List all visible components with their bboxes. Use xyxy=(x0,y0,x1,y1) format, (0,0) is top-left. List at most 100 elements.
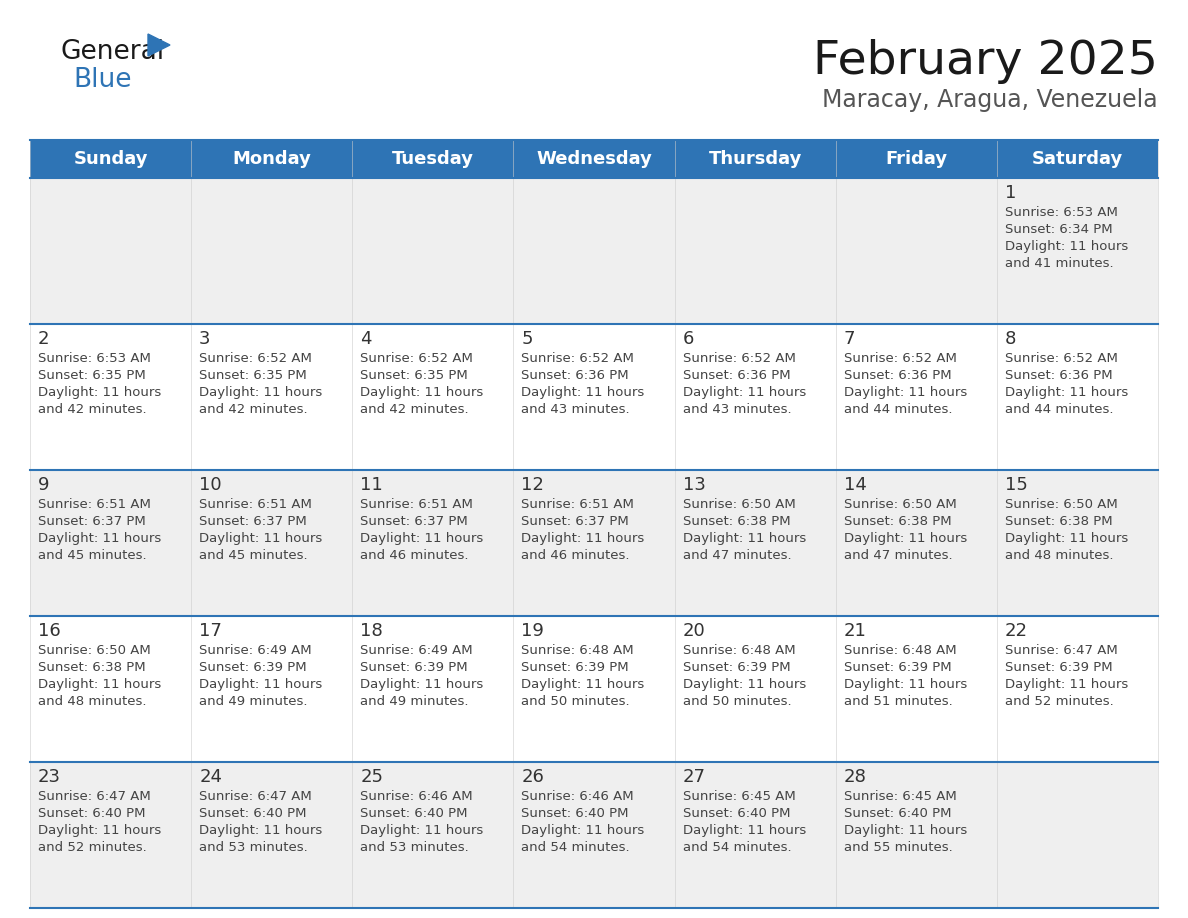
Text: and 54 minutes.: and 54 minutes. xyxy=(683,841,791,854)
Text: Blue: Blue xyxy=(72,67,132,93)
Text: Daylight: 11 hours: Daylight: 11 hours xyxy=(38,678,162,691)
Text: Sunset: 6:37 PM: Sunset: 6:37 PM xyxy=(38,515,146,528)
Text: Sunrise: 6:46 AM: Sunrise: 6:46 AM xyxy=(522,790,634,803)
Text: Sunset: 6:37 PM: Sunset: 6:37 PM xyxy=(360,515,468,528)
Text: Daylight: 11 hours: Daylight: 11 hours xyxy=(1005,532,1129,545)
Text: 5: 5 xyxy=(522,330,533,348)
Text: Daylight: 11 hours: Daylight: 11 hours xyxy=(843,386,967,399)
Text: Sunset: 6:34 PM: Sunset: 6:34 PM xyxy=(1005,223,1112,236)
Bar xyxy=(30,140,191,178)
Text: Monday: Monday xyxy=(233,150,311,168)
Text: Sunset: 6:39 PM: Sunset: 6:39 PM xyxy=(360,661,468,674)
Text: Daylight: 11 hours: Daylight: 11 hours xyxy=(522,678,645,691)
Text: Sunrise: 6:52 AM: Sunrise: 6:52 AM xyxy=(1005,352,1118,365)
Text: Sunset: 6:40 PM: Sunset: 6:40 PM xyxy=(200,807,307,820)
Text: Sunrise: 6:45 AM: Sunrise: 6:45 AM xyxy=(843,790,956,803)
Text: Sunrise: 6:53 AM: Sunrise: 6:53 AM xyxy=(1005,206,1118,219)
Text: Sunrise: 6:47 AM: Sunrise: 6:47 AM xyxy=(1005,644,1118,657)
Text: 21: 21 xyxy=(843,622,866,640)
Text: February 2025: February 2025 xyxy=(813,39,1158,84)
Text: Daylight: 11 hours: Daylight: 11 hours xyxy=(360,532,484,545)
Text: 6: 6 xyxy=(683,330,694,348)
Text: and 43 minutes.: and 43 minutes. xyxy=(522,403,630,416)
Text: 22: 22 xyxy=(1005,622,1028,640)
Text: 10: 10 xyxy=(200,476,222,494)
Text: Daylight: 11 hours: Daylight: 11 hours xyxy=(843,824,967,837)
Text: 11: 11 xyxy=(360,476,383,494)
Text: Sunset: 6:36 PM: Sunset: 6:36 PM xyxy=(683,369,790,382)
Text: 18: 18 xyxy=(360,622,383,640)
Text: Sunrise: 6:50 AM: Sunrise: 6:50 AM xyxy=(38,644,151,657)
Bar xyxy=(191,140,353,178)
Text: 17: 17 xyxy=(200,622,222,640)
Text: Daylight: 11 hours: Daylight: 11 hours xyxy=(1005,240,1129,253)
Text: Sunset: 6:39 PM: Sunset: 6:39 PM xyxy=(200,661,307,674)
Text: Sunrise: 6:46 AM: Sunrise: 6:46 AM xyxy=(360,790,473,803)
Text: Daylight: 11 hours: Daylight: 11 hours xyxy=(200,678,322,691)
Text: Sunset: 6:38 PM: Sunset: 6:38 PM xyxy=(843,515,952,528)
Text: Sunset: 6:40 PM: Sunset: 6:40 PM xyxy=(360,807,468,820)
Text: and 42 minutes.: and 42 minutes. xyxy=(38,403,146,416)
Text: Friday: Friday xyxy=(885,150,947,168)
Text: and 54 minutes.: and 54 minutes. xyxy=(522,841,630,854)
Text: and 45 minutes.: and 45 minutes. xyxy=(38,549,146,562)
Text: Sunset: 6:35 PM: Sunset: 6:35 PM xyxy=(38,369,146,382)
Bar xyxy=(30,324,1158,470)
Text: Sunrise: 6:47 AM: Sunrise: 6:47 AM xyxy=(200,790,312,803)
Text: 20: 20 xyxy=(683,622,706,640)
Text: 3: 3 xyxy=(200,330,210,348)
Text: Sunset: 6:35 PM: Sunset: 6:35 PM xyxy=(360,369,468,382)
Text: Sunrise: 6:47 AM: Sunrise: 6:47 AM xyxy=(38,790,151,803)
Text: and 52 minutes.: and 52 minutes. xyxy=(1005,695,1113,708)
Text: Sunset: 6:40 PM: Sunset: 6:40 PM xyxy=(522,807,628,820)
Text: Sunrise: 6:53 AM: Sunrise: 6:53 AM xyxy=(38,352,151,365)
Text: 19: 19 xyxy=(522,622,544,640)
Bar xyxy=(30,178,1158,324)
Text: Daylight: 11 hours: Daylight: 11 hours xyxy=(360,386,484,399)
Text: and 46 minutes.: and 46 minutes. xyxy=(360,549,469,562)
Text: Daylight: 11 hours: Daylight: 11 hours xyxy=(1005,386,1129,399)
Text: Thursday: Thursday xyxy=(708,150,802,168)
Text: Sunset: 6:39 PM: Sunset: 6:39 PM xyxy=(1005,661,1112,674)
Text: 8: 8 xyxy=(1005,330,1016,348)
Bar xyxy=(30,762,1158,908)
Text: Sunrise: 6:50 AM: Sunrise: 6:50 AM xyxy=(843,498,956,511)
Text: Sunrise: 6:51 AM: Sunrise: 6:51 AM xyxy=(522,498,634,511)
Text: 4: 4 xyxy=(360,330,372,348)
Text: 15: 15 xyxy=(1005,476,1028,494)
Text: Daylight: 11 hours: Daylight: 11 hours xyxy=(843,532,967,545)
Bar xyxy=(353,140,513,178)
Text: and 42 minutes.: and 42 minutes. xyxy=(360,403,469,416)
Text: Sunrise: 6:45 AM: Sunrise: 6:45 AM xyxy=(683,790,795,803)
Text: Sunrise: 6:51 AM: Sunrise: 6:51 AM xyxy=(38,498,151,511)
Text: 16: 16 xyxy=(38,622,61,640)
Text: Sunset: 6:37 PM: Sunset: 6:37 PM xyxy=(522,515,630,528)
Text: and 53 minutes.: and 53 minutes. xyxy=(200,841,308,854)
Text: Daylight: 11 hours: Daylight: 11 hours xyxy=(522,386,645,399)
Text: and 45 minutes.: and 45 minutes. xyxy=(200,549,308,562)
Text: 26: 26 xyxy=(522,768,544,786)
Text: Sunrise: 6:52 AM: Sunrise: 6:52 AM xyxy=(522,352,634,365)
Text: 14: 14 xyxy=(843,476,866,494)
Text: 1: 1 xyxy=(1005,184,1016,202)
Text: Sunrise: 6:49 AM: Sunrise: 6:49 AM xyxy=(200,644,311,657)
Text: Sunrise: 6:48 AM: Sunrise: 6:48 AM xyxy=(843,644,956,657)
Text: and 44 minutes.: and 44 minutes. xyxy=(1005,403,1113,416)
Text: 28: 28 xyxy=(843,768,866,786)
Text: and 49 minutes.: and 49 minutes. xyxy=(360,695,469,708)
Text: Maracay, Aragua, Venezuela: Maracay, Aragua, Venezuela xyxy=(822,88,1158,112)
Text: Daylight: 11 hours: Daylight: 11 hours xyxy=(200,386,322,399)
Text: and 50 minutes.: and 50 minutes. xyxy=(683,695,791,708)
Text: Daylight: 11 hours: Daylight: 11 hours xyxy=(360,678,484,691)
Text: Daylight: 11 hours: Daylight: 11 hours xyxy=(360,824,484,837)
Text: Saturday: Saturday xyxy=(1032,150,1123,168)
Bar xyxy=(675,140,835,178)
Text: Daylight: 11 hours: Daylight: 11 hours xyxy=(200,824,322,837)
Text: and 47 minutes.: and 47 minutes. xyxy=(843,549,953,562)
Text: Sunset: 6:39 PM: Sunset: 6:39 PM xyxy=(522,661,630,674)
Text: General: General xyxy=(61,39,164,65)
Bar xyxy=(835,140,997,178)
Text: and 41 minutes.: and 41 minutes. xyxy=(1005,257,1113,270)
Text: Sunset: 6:40 PM: Sunset: 6:40 PM xyxy=(843,807,952,820)
Text: and 46 minutes.: and 46 minutes. xyxy=(522,549,630,562)
